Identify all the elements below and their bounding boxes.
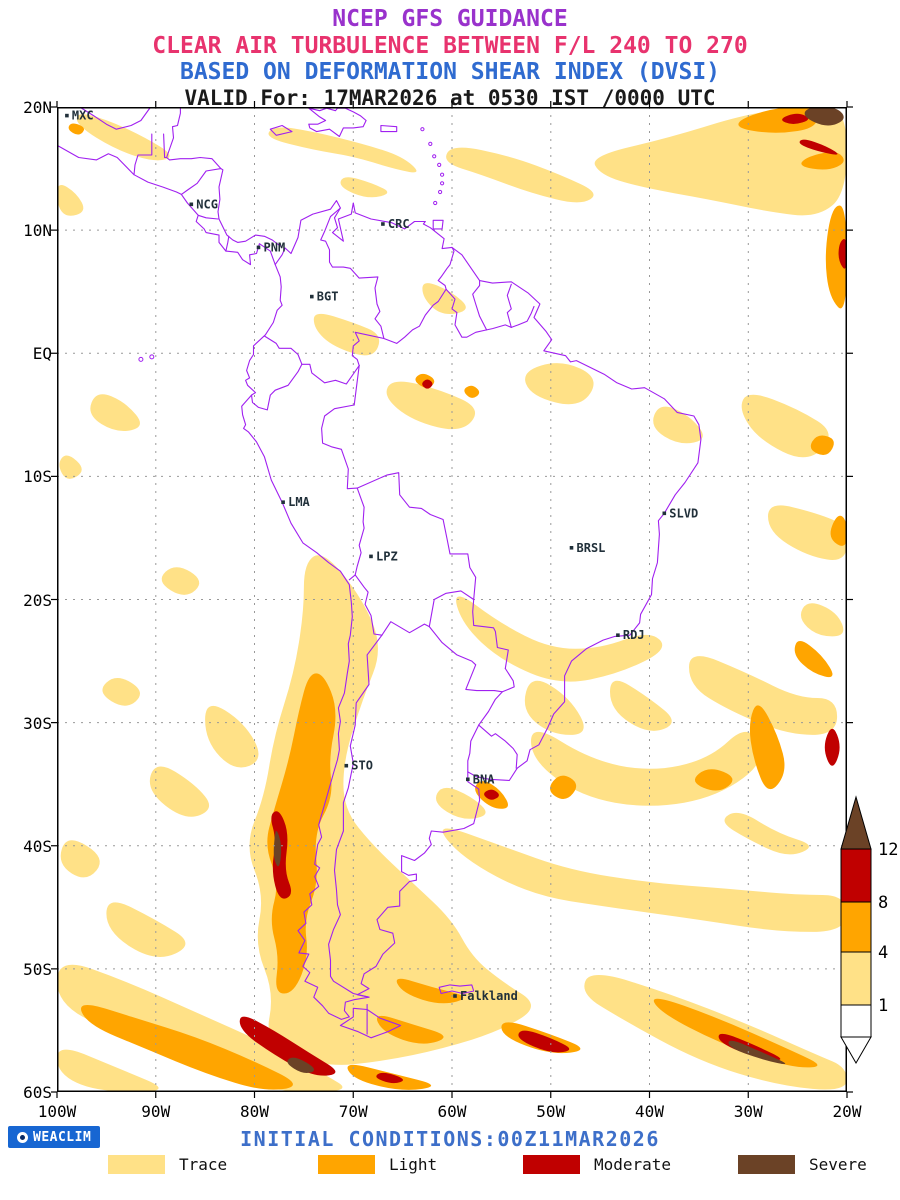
legend-label-trace: Trace (179, 1155, 228, 1174)
city-marker (616, 633, 620, 637)
lon-tick-label: 80W (240, 1102, 269, 1121)
lat-tick-label: 10S (23, 467, 52, 487)
turbulence-shading (57, 107, 847, 1092)
weaclim-logo-icon (17, 1131, 28, 1143)
colorbar-value: 1 (878, 996, 889, 1016)
title-method: BASED ON DEFORMATION SHEAR INDEX (DVSI) (179, 59, 721, 86)
lon-tick-label: 30W (733, 1102, 763, 1121)
colorbar-value: 12 (878, 840, 899, 860)
city-label: BNA (473, 772, 495, 786)
legend-swatch-moderate (523, 1155, 580, 1174)
legend-item-trace: Trace (108, 1155, 227, 1174)
title-model: NCEP GFS GUIDANCE (332, 6, 568, 32)
turbulence-map: MXC NCG CRC PNM BGT LMA LPZ BRSL SLVD RDJ STO BNA Fa… (51, 101, 853, 1098)
city-marker (369, 554, 373, 559)
lon-tick-label: 100W (37, 1102, 77, 1121)
colorbar-value: 8 (878, 893, 889, 913)
lat-tick-label: 50S (23, 959, 52, 979)
lat-tick-label: 20S (23, 590, 52, 610)
title-valid-time: VALID For: 17MAR2026 at 0530 IST /0000 U… (184, 86, 716, 111)
city-label: BGT (317, 290, 339, 304)
city-marker (189, 202, 194, 207)
colorbar: 12 8 4 1 (840, 795, 900, 1065)
legend-swatch-light (318, 1155, 375, 1174)
city-label: CRC (388, 217, 410, 231)
city-label: MXC (72, 109, 94, 123)
city-marker (569, 546, 574, 550)
map-frame (51, 101, 853, 1098)
city-marker (310, 294, 314, 299)
city-marker (344, 763, 349, 768)
lat-tick-label: 60S (23, 1083, 52, 1102)
city-label: BRSL (577, 541, 606, 555)
city-marker (281, 500, 285, 504)
city-marker (466, 777, 470, 782)
lat-tick-label: 20N (23, 98, 52, 117)
city-marker (453, 994, 457, 998)
weaclim-logo-text: WEACLIM (33, 1129, 92, 1145)
city-marker (662, 511, 667, 516)
lon-tick-label: 70W (338, 1102, 368, 1121)
city-labels: MXC NCG CRC PNM BGT LMA LPZ BRSL SLVD RDJ STO BNA Fa… (65, 109, 698, 1003)
lon-tick-label: 60W (437, 1102, 467, 1121)
legend-swatch-trace (108, 1155, 165, 1174)
initial-conditions-text: INITIAL CONDITIONS:00Z11MAR2026 (240, 1127, 660, 1151)
city-label: PNM (264, 240, 286, 254)
country-outlines (57, 107, 702, 1039)
legend-label-light: Light (389, 1155, 438, 1174)
lat-tick-label: EQ (32, 344, 52, 364)
lat-tick-label: 30S (23, 713, 52, 733)
city-label: SLVD (669, 506, 698, 520)
legend-swatch-severe (738, 1155, 795, 1174)
map-area: MXC NCG CRC PNM BGT LMA LPZ BRSL SLVD RDJ STO BNA Fa… (51, 101, 853, 1098)
colorbar-value: 4 (878, 943, 889, 963)
city-label: Falkland (460, 989, 518, 1003)
city-label: LMA (288, 495, 310, 509)
lon-tick-label: 50W (536, 1102, 566, 1121)
city-label: LPZ (376, 549, 398, 563)
city-label: RDJ (623, 628, 645, 642)
legend-item-light: Light (318, 1155, 437, 1174)
legend-label-moderate: Moderate (594, 1155, 672, 1174)
weaclim-logo: WEACLIM (8, 1126, 101, 1148)
severity-legend: Trace Light Moderate Severe (0, 1155, 900, 1181)
legend-item-moderate: Moderate (523, 1155, 671, 1174)
lon-tick-label: 40W (635, 1102, 664, 1121)
city-label: NCG (196, 197, 218, 211)
colorbar-scale (840, 795, 872, 1065)
legend-item-severe: Severe (738, 1155, 867, 1174)
lat-tick-label: 40S (23, 836, 52, 856)
lat-tick-label: 10N (23, 221, 52, 241)
lon-tick-label: 20W (832, 1102, 862, 1121)
city-marker (65, 113, 69, 118)
chart-header: NCEP GFS GUIDANCE CLEAR AIR TURBULENCE B… (0, 6, 900, 110)
city-marker (381, 222, 385, 226)
title-product: CLEAR AIR TURBULENCE BETWEEN F/L 240 TO … (152, 32, 748, 59)
lon-tick-label: 90W (141, 1102, 171, 1121)
legend-label-severe: Severe (809, 1155, 867, 1174)
city-marker (256, 245, 261, 250)
city-label: STO (351, 759, 373, 773)
